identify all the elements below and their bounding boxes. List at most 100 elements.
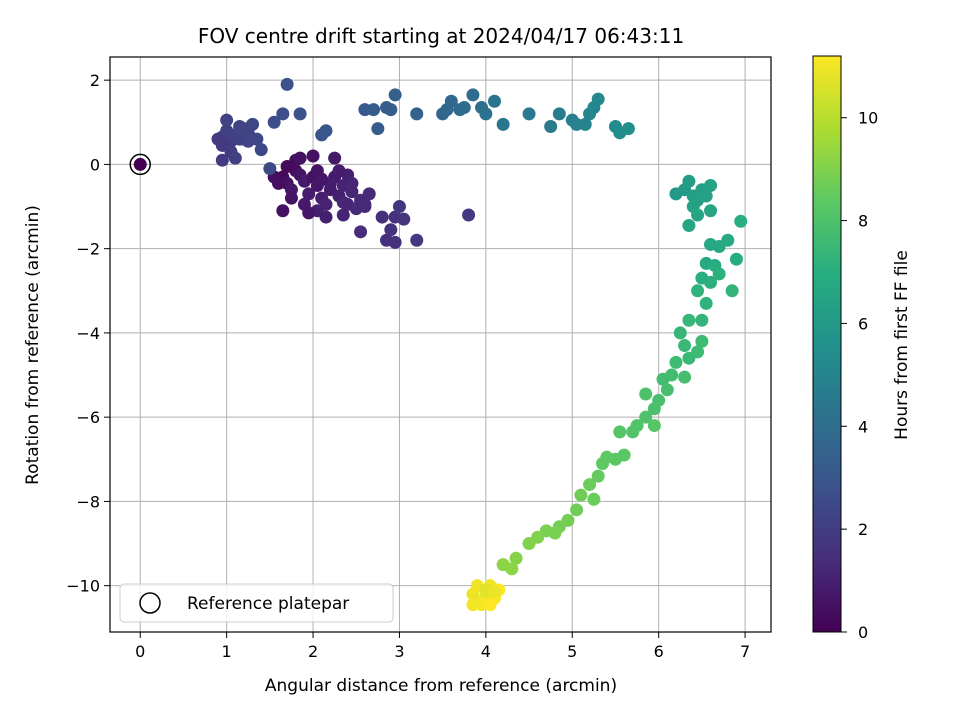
data-point <box>704 275 718 289</box>
x-axis-ticks: 0 1 2 3 4 5 6 7 <box>135 632 750 661</box>
reference-point-ring <box>129 153 151 176</box>
data-point <box>691 284 705 298</box>
y-tick-label: −2 <box>76 240 100 259</box>
data-point <box>444 94 458 108</box>
data-point <box>682 174 696 188</box>
x-tick-label: 1 <box>222 642 232 661</box>
data-point <box>388 235 402 249</box>
data-point <box>410 233 424 247</box>
data-point <box>254 143 268 157</box>
data-point <box>362 187 376 201</box>
data-point <box>639 410 653 424</box>
reference-marker <box>129 153 151 176</box>
x-tick-label: 6 <box>654 642 664 661</box>
data-point <box>656 372 670 386</box>
x-tick-label: 3 <box>394 642 404 661</box>
data-point <box>682 313 696 327</box>
data-point <box>276 204 290 218</box>
colorbar-tick-label: 2 <box>858 520 868 539</box>
data-point <box>660 383 674 397</box>
data-point <box>483 598 497 612</box>
chart-title: FOV centre drift starting at 2024/04/17 … <box>198 24 684 48</box>
data-point <box>704 178 718 192</box>
data-point <box>626 425 640 439</box>
data-point <box>678 370 692 384</box>
x-tick-label: 5 <box>567 642 577 661</box>
data-point <box>647 402 661 416</box>
colorbar: 0 2 4 6 8 10 Hours from first FF file <box>812 55 912 642</box>
data-point <box>591 92 605 106</box>
data-point <box>574 488 588 502</box>
y-tick-label: −6 <box>76 408 100 427</box>
legend-entry: Reference platepar <box>187 594 349 614</box>
data-point <box>306 149 320 163</box>
data-point <box>600 450 614 464</box>
y-tick-label: −4 <box>76 324 100 343</box>
data-point <box>479 107 493 121</box>
data-point <box>302 187 316 201</box>
data-point <box>699 189 713 203</box>
data-point <box>457 101 471 115</box>
y-tick-label: 2 <box>90 71 100 90</box>
data-point <box>591 469 605 483</box>
reference-point <box>133 157 147 171</box>
data-point <box>315 172 329 186</box>
x-tick-label: 4 <box>481 642 491 661</box>
data-point <box>695 313 709 327</box>
y-tick-label: 0 <box>90 155 100 174</box>
data-point <box>682 218 696 232</box>
data-point <box>725 284 739 298</box>
data-point <box>220 113 234 127</box>
data-point <box>466 88 480 102</box>
data-point <box>673 326 687 340</box>
data-point <box>284 191 298 205</box>
data-point <box>276 107 290 121</box>
data-point <box>587 492 601 506</box>
data-point <box>280 77 294 91</box>
data-point <box>336 195 350 209</box>
data-point <box>215 153 229 167</box>
plot-frame <box>109 56 772 633</box>
data-point <box>522 537 536 551</box>
data-point <box>691 208 705 222</box>
data-point <box>522 107 536 121</box>
data-point <box>280 160 294 174</box>
data-point <box>397 212 411 226</box>
data-point <box>358 197 372 211</box>
x-tick-label: 7 <box>740 642 750 661</box>
data-point <box>488 94 502 108</box>
y-axis-ticks: −10 −8 −6 −4 −2 0 2 <box>66 71 110 596</box>
data-point <box>544 120 558 134</box>
data-point <box>678 339 692 353</box>
data-point <box>293 151 307 165</box>
data-point <box>328 151 342 165</box>
data-point <box>241 134 255 148</box>
data-point <box>496 558 510 572</box>
data-point <box>228 151 242 165</box>
legend-box <box>119 583 394 623</box>
data-point <box>621 122 635 136</box>
data-point <box>319 210 333 224</box>
data-point <box>336 208 350 222</box>
data-point <box>639 387 653 401</box>
data-point <box>496 117 510 131</box>
data-points <box>211 77 748 612</box>
data-point <box>669 355 683 369</box>
data-point <box>410 107 424 121</box>
y-tick-label: −8 <box>76 492 100 511</box>
colorbar-tick-label: 10 <box>858 109 878 128</box>
data-point <box>367 103 381 117</box>
colorbar-ticks: 0 2 4 6 8 10 <box>841 109 878 642</box>
data-point <box>583 478 597 492</box>
data-point <box>691 345 705 359</box>
data-point <box>302 206 316 220</box>
data-point <box>695 334 709 348</box>
colorbar-tick-label: 4 <box>858 417 868 436</box>
y-axis-label: Rotation from reference (arcmin) <box>23 205 43 485</box>
data-point <box>332 164 346 178</box>
data-point <box>211 132 225 146</box>
data-point <box>388 88 402 102</box>
data-point <box>578 117 592 131</box>
